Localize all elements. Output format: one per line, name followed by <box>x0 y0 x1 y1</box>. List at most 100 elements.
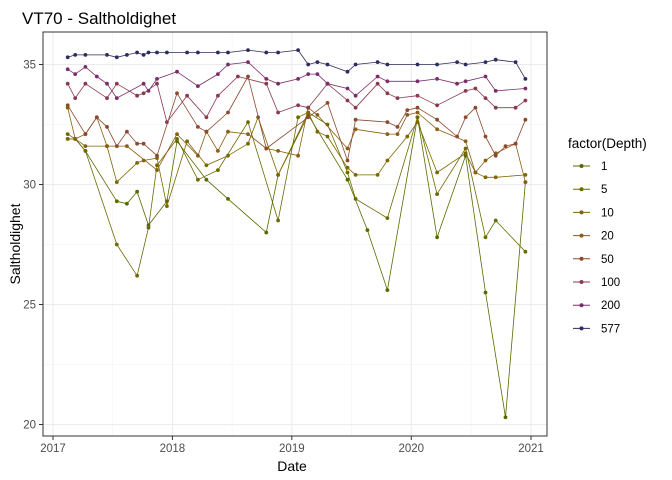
data-point <box>155 50 159 55</box>
data-point <box>135 161 140 165</box>
data-point <box>141 81 146 86</box>
data-point <box>493 89 498 93</box>
legend-label: 200 <box>601 300 620 312</box>
data-point <box>185 93 190 98</box>
data-point <box>276 81 280 86</box>
data-point <box>375 81 380 86</box>
data-point <box>216 93 220 98</box>
data-point <box>395 96 400 100</box>
x-tick-label: 2018 <box>160 443 186 455</box>
data-point <box>236 74 240 79</box>
data-point <box>345 170 350 175</box>
data-point <box>415 110 420 115</box>
data-point <box>463 62 468 67</box>
legend-item: 200 <box>573 300 620 312</box>
data-point <box>83 53 88 57</box>
plot-area <box>42 31 548 437</box>
data-point <box>105 81 109 86</box>
data-point <box>463 151 468 156</box>
legend-label: 5 <box>601 184 607 196</box>
data-point <box>483 96 488 100</box>
data-point <box>196 177 200 182</box>
data-point <box>385 158 390 163</box>
data-point <box>276 218 280 223</box>
x-axis: 2017 2018 2019 2020 2021 <box>40 436 544 455</box>
data-point <box>146 225 151 230</box>
legend-key-point <box>579 210 584 215</box>
data-point <box>146 50 151 55</box>
data-point <box>483 235 488 240</box>
data-point <box>226 197 230 201</box>
x-tick-label: 2019 <box>279 443 305 455</box>
data-point <box>473 86 478 91</box>
data-point <box>94 115 99 120</box>
data-point <box>65 81 70 86</box>
data-point <box>175 132 179 137</box>
data-point <box>523 249 528 254</box>
data-point <box>435 117 439 122</box>
plot-panel <box>42 31 548 437</box>
data-point <box>264 146 269 151</box>
legend-label: 577 <box>601 323 620 335</box>
series-layer <box>65 48 528 420</box>
data-point <box>73 53 78 57</box>
data-point <box>276 50 280 55</box>
data-point <box>405 108 410 112</box>
data-point <box>155 77 159 81</box>
data-point <box>65 132 70 137</box>
data-point <box>483 175 488 180</box>
data-point <box>125 53 129 57</box>
data-point <box>276 173 280 177</box>
data-point <box>65 55 70 60</box>
data-point <box>155 153 159 158</box>
data-point <box>405 113 410 117</box>
data-point <box>523 77 528 81</box>
legend-item: 5 <box>573 184 607 196</box>
data-point <box>264 77 269 81</box>
data-point <box>296 115 300 120</box>
data-point <box>395 125 400 129</box>
data-point <box>135 93 140 98</box>
plot-border <box>42 31 548 437</box>
legend-label: 50 <box>601 254 614 266</box>
data-point <box>435 235 439 240</box>
y-tick-label: 25 <box>23 300 36 312</box>
data-point <box>405 134 410 139</box>
data-point <box>315 113 320 117</box>
series-577 <box>65 48 528 81</box>
data-point <box>175 137 179 141</box>
data-point <box>345 69 350 74</box>
legend-item: 1 <box>573 161 607 173</box>
data-point <box>141 91 146 96</box>
data-point <box>353 62 358 67</box>
data-point <box>513 141 518 146</box>
data-point <box>483 74 488 79</box>
data-point <box>353 127 358 132</box>
data-point <box>114 180 119 185</box>
data-point <box>296 103 300 108</box>
series-200 <box>65 60 528 100</box>
chart-title: VT70 - Saltholdighet <box>22 9 176 28</box>
data-point <box>473 170 478 175</box>
x-tick-label: 2021 <box>518 443 544 455</box>
data-point <box>353 105 358 110</box>
data-point <box>216 168 220 173</box>
data-point <box>296 77 300 81</box>
legend-title: factor(Depth) <box>568 136 647 151</box>
data-point <box>105 144 109 149</box>
data-point <box>125 144 129 149</box>
legend-items: 1 5 10 20 50 100 200 577 <box>573 161 620 335</box>
data-point <box>493 57 498 62</box>
data-point <box>415 93 420 98</box>
data-point <box>226 129 230 134</box>
legend-label: 100 <box>601 277 620 289</box>
legend-item: 50 <box>573 254 614 266</box>
data-point <box>165 204 169 209</box>
data-point <box>155 81 159 86</box>
data-point <box>345 146 350 151</box>
legend-item: 100 <box>573 277 620 289</box>
data-point <box>185 139 190 144</box>
data-point <box>114 144 119 149</box>
data-point <box>204 177 209 182</box>
data-point <box>353 117 358 122</box>
